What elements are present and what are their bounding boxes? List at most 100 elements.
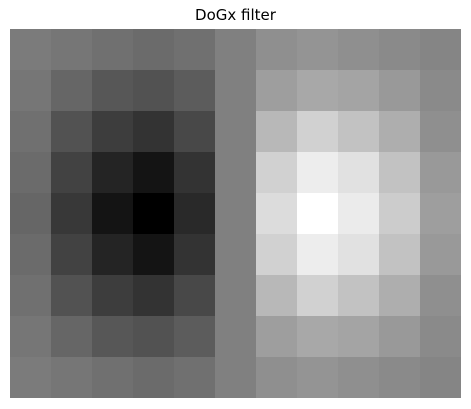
pixel-cell (215, 152, 257, 194)
pixel-cell (92, 275, 134, 317)
pixel-cell (215, 316, 257, 358)
pixel-cell (174, 111, 216, 153)
pixel-cell (256, 70, 298, 112)
pixel-cell (338, 316, 380, 358)
pixel-cell (10, 152, 52, 194)
pixel-cell (92, 152, 134, 194)
pixel-cell (10, 70, 52, 112)
pixel-cell (174, 275, 216, 317)
pixel-cell (256, 234, 298, 276)
pixel-cell (92, 111, 134, 153)
pixel-cell (338, 234, 380, 276)
pixel-cell (215, 70, 257, 112)
pixel-cell (174, 29, 216, 71)
pixel-cell (420, 234, 461, 276)
pixel-cell (420, 275, 461, 317)
pixel-cell (10, 316, 52, 358)
pixel-cell (379, 275, 421, 317)
pixel-cell (379, 70, 421, 112)
pixel-cell (10, 29, 52, 71)
pixel-cell (256, 357, 298, 398)
pixel-cell (51, 193, 93, 235)
pixel-cell (338, 70, 380, 112)
pixel-cell (379, 234, 421, 276)
figure-title: DoGx filter (195, 6, 276, 24)
pixel-cell (256, 152, 298, 194)
pixel-cell (51, 234, 93, 276)
pixel-cell (174, 234, 216, 276)
pixel-cell (10, 111, 52, 153)
pixel-cell (51, 152, 93, 194)
pixel-cell (215, 193, 257, 235)
pixel-cell (133, 111, 175, 153)
pixel-cell (338, 152, 380, 194)
pixel-cell (379, 193, 421, 235)
pixel-cell (174, 193, 216, 235)
pixel-cell (174, 316, 216, 358)
pixel-cell (92, 234, 134, 276)
pixel-cell (256, 316, 298, 358)
pixel-cell (420, 111, 461, 153)
pixel-cell (133, 152, 175, 194)
pixel-cell (379, 357, 421, 398)
pixel-cell (297, 357, 339, 398)
pixel-cell (297, 316, 339, 358)
pixel-cell (420, 193, 461, 235)
pixel-cell (133, 193, 175, 235)
pixel-cell (51, 275, 93, 317)
pixel-cell (338, 357, 380, 398)
pixel-cell (379, 316, 421, 358)
filter-image (10, 29, 461, 398)
pixel-cell (51, 29, 93, 71)
pixel-cell (379, 29, 421, 71)
pixel-cell (133, 29, 175, 71)
pixel-cell (379, 111, 421, 153)
pixel-cell (379, 152, 421, 194)
pixel-cell (256, 275, 298, 317)
pixel-cell (338, 111, 380, 153)
pixel-cell (420, 357, 461, 398)
pixel-cell (174, 152, 216, 194)
pixel-cell (51, 316, 93, 358)
pixel-cell (215, 357, 257, 398)
pixel-cell (215, 111, 257, 153)
pixel-cell (92, 316, 134, 358)
pixel-cell (92, 357, 134, 398)
pixel-cell (297, 29, 339, 71)
pixel-cell (133, 275, 175, 317)
pixel-cell (133, 70, 175, 112)
pixel-cell (420, 29, 461, 71)
pixel-cell (420, 70, 461, 112)
pixel-cell (10, 234, 52, 276)
pixel-cell (256, 29, 298, 71)
pixel-cell (256, 193, 298, 235)
pixel-cell (297, 234, 339, 276)
pixel-cell (215, 234, 257, 276)
pixel-cell (133, 357, 175, 398)
pixel-cell (51, 111, 93, 153)
pixel-cell (133, 234, 175, 276)
pixel-cell (174, 70, 216, 112)
pixel-cell (51, 357, 93, 398)
pixel-cell (297, 70, 339, 112)
pixel-cell (92, 70, 134, 112)
pixel-cell (297, 193, 339, 235)
pixel-cell (297, 152, 339, 194)
pixel-cell (338, 275, 380, 317)
pixel-cell (215, 29, 257, 71)
pixel-cell (297, 111, 339, 153)
pixel-cell (92, 193, 134, 235)
pixel-cell (215, 275, 257, 317)
pixel-cell (10, 357, 52, 398)
pixel-cell (338, 29, 380, 71)
pixel-cell (338, 193, 380, 235)
pixel-cell (174, 357, 216, 398)
pixel-cell (92, 29, 134, 71)
pixel-cell (420, 152, 461, 194)
pixel-cell (420, 316, 461, 358)
pixel-cell (133, 316, 175, 358)
pixel-cell (256, 111, 298, 153)
pixel-cell (297, 275, 339, 317)
pixel-cell (51, 70, 93, 112)
